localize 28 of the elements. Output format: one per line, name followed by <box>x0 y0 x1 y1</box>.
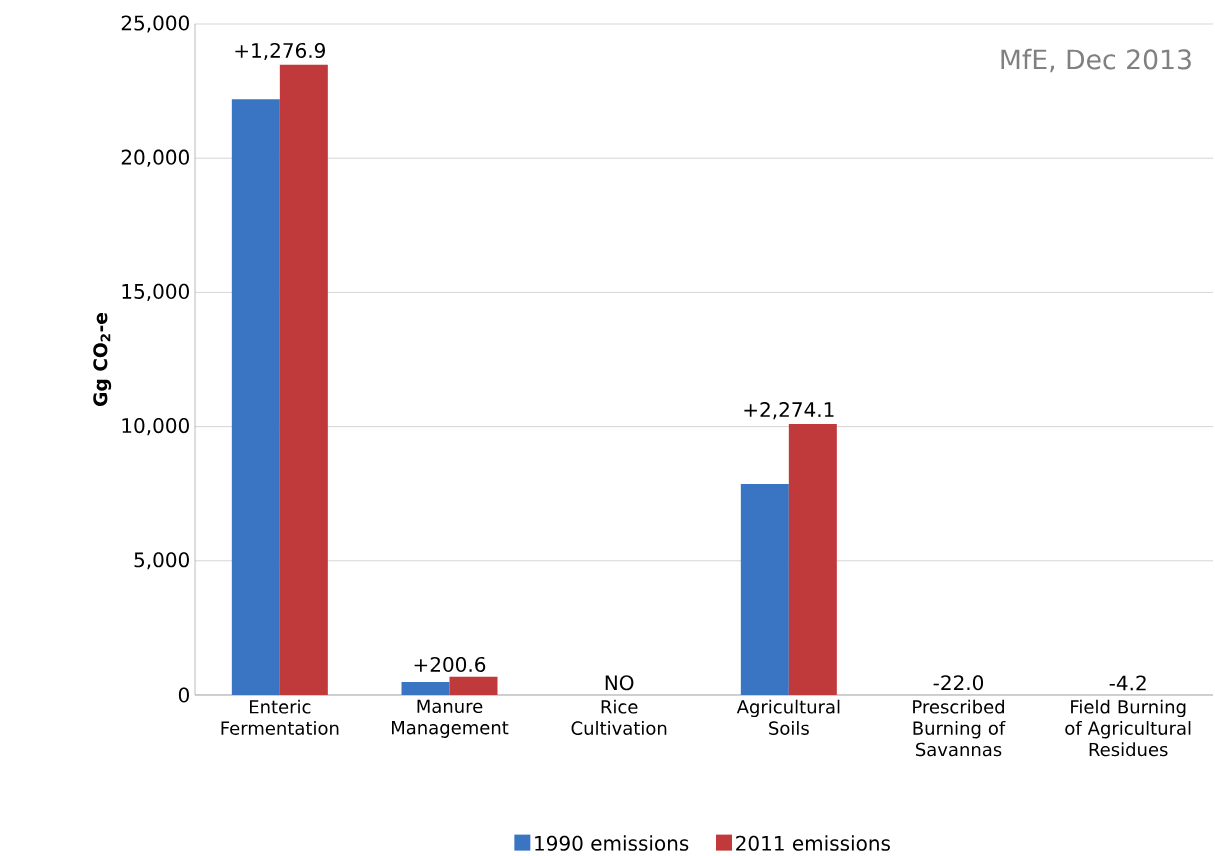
annotation: +2,274.1 <box>744 402 834 420</box>
bar <box>401 682 450 695</box>
annotation: -4.2 <box>1109 675 1146 691</box>
x-tick-label: Agricultural Soils <box>736 699 840 735</box>
y-tick-label: 20,000 <box>121 149 189 167</box>
annotation: -22.0 <box>933 675 984 691</box>
annotation: +200.6 <box>414 656 486 673</box>
legend-label: 2011 emissions <box>736 835 890 851</box>
y-tick-label: 15,000 <box>122 283 189 301</box>
x-tick-label: Prescribed Burning of Savannas <box>913 699 1006 757</box>
y-tick-label: 0 <box>178 687 189 703</box>
y-axis-title: Gg CO$_{2}$-e <box>93 312 112 407</box>
y-tick-label: 5,000 <box>134 552 189 570</box>
y-tick-label: 10,000 <box>122 418 189 436</box>
annotation: +1,276.9 <box>235 42 325 61</box>
x-tick-label: Rice Cultivation <box>571 699 667 735</box>
bar <box>788 423 837 695</box>
bar <box>279 64 328 695</box>
x-tick-label: Manure Management <box>391 699 509 738</box>
legend-label: 1990 emissions <box>535 835 689 851</box>
annotation: NO <box>605 675 634 691</box>
y-tick-label: 25,000 <box>121 15 189 33</box>
bar <box>231 99 280 695</box>
x-tick-label: Enteric Fermentation <box>221 699 339 735</box>
bar <box>740 484 789 695</box>
x-tick-label: Field Burning of Agricultural Residues <box>1065 699 1191 757</box>
bar <box>449 676 498 695</box>
annotation: MfE, Dec 2013 <box>1001 48 1191 73</box>
